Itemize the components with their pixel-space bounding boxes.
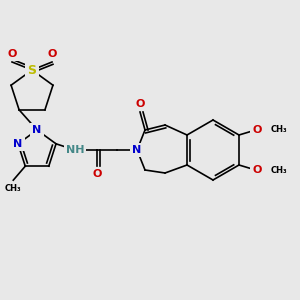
Text: CH₃: CH₃	[5, 184, 22, 193]
Text: O: O	[7, 49, 17, 59]
Text: O: O	[47, 49, 57, 59]
Text: S: S	[28, 64, 37, 76]
Text: O: O	[92, 169, 102, 179]
Text: N: N	[14, 139, 22, 149]
Text: N: N	[32, 125, 42, 135]
Text: N: N	[132, 145, 142, 155]
Text: CH₃: CH₃	[271, 125, 288, 134]
Text: O: O	[135, 99, 145, 109]
Text: CH₃: CH₃	[271, 166, 288, 175]
Text: NH: NH	[66, 145, 84, 155]
Text: O: O	[252, 165, 262, 176]
Text: O: O	[252, 124, 262, 135]
